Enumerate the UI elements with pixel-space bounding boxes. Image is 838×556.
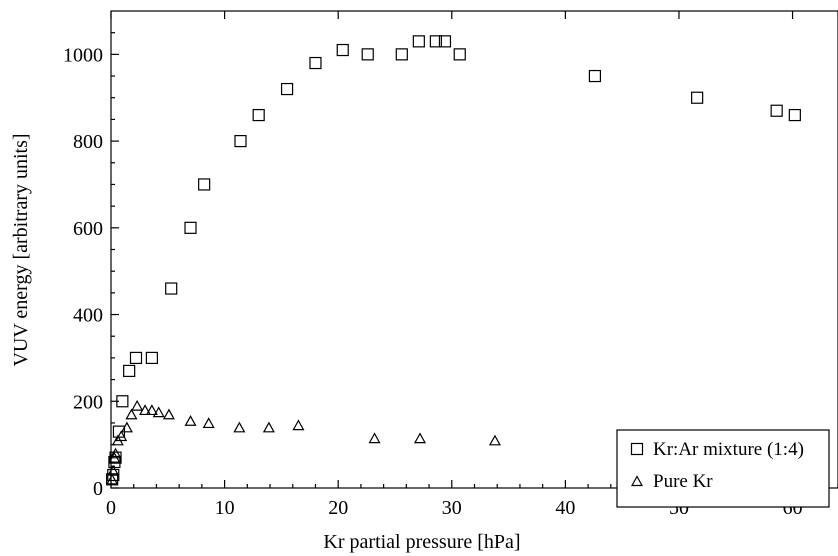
data-point-square (165, 282, 178, 295)
y-tick-label: 600 (73, 218, 103, 240)
data-point-square (438, 35, 452, 48)
data-point-triangle (262, 421, 275, 433)
x-axis-label: Kr partial pressure [hPa] (323, 531, 520, 553)
data-point-triangle (115, 430, 128, 442)
data-point-square (116, 395, 129, 408)
data-point-square (123, 364, 136, 378)
x-tick-label: 40 (555, 497, 575, 519)
data-point-triangle (125, 408, 138, 420)
legend-label: Pure Kr (653, 471, 713, 492)
data-point-square (588, 69, 602, 83)
legend-triangle-icon (630, 475, 644, 487)
data-point-square (412, 35, 425, 48)
legend-label: Kr:Ar mixture (1:4) (653, 439, 804, 460)
data-point-triangle (162, 408, 175, 420)
data-point-square (145, 351, 158, 365)
data-point-triangle (152, 406, 165, 418)
data-point-triangle (292, 419, 305, 431)
data-point-triangle (488, 434, 501, 446)
y-tick-label: 800 (73, 131, 103, 153)
y-tick-label: 200 (73, 391, 103, 413)
x-tick-label: 10 (215, 497, 235, 519)
data-point-triangle (184, 415, 197, 426)
data-point-triangle (202, 417, 215, 429)
y-axis-label: VUV energy [arbitrary units] (10, 133, 32, 366)
data-point-triangle (413, 432, 426, 444)
legend-square-icon (630, 442, 644, 456)
x-tick-label: 0 (106, 497, 116, 519)
data-point-square (336, 43, 349, 57)
data-point-square (198, 178, 211, 191)
data-point-square (252, 108, 265, 122)
legend-box (616, 429, 830, 508)
data-point-square (234, 134, 247, 148)
data-point-triangle (145, 404, 158, 416)
data-point-square (184, 221, 197, 234)
data-point-square (309, 56, 322, 70)
data-point-square (280, 82, 294, 96)
data-point-triangle (109, 447, 122, 459)
y-axis: 0 200 400 600 800 1000 (63, 32, 119, 500)
plot-frame (110, 10, 838, 489)
data-point-square (788, 108, 801, 122)
data-point-square (395, 48, 408, 61)
x-tick-label: 30 (442, 497, 462, 519)
data-point-square (129, 351, 143, 365)
data-point-triangle (233, 421, 246, 433)
y-tick-label: 400 (73, 305, 103, 327)
data-point-square (429, 35, 442, 48)
data-point-triangle (106, 473, 119, 485)
x-tick-label: 20 (328, 497, 348, 519)
data-point-square (691, 91, 704, 104)
data-point-square (361, 48, 374, 61)
data-point-square (770, 104, 783, 117)
data-point-triangle (107, 464, 120, 476)
data-points (106, 35, 801, 486)
data-point-triangle (139, 404, 152, 416)
x-axis: 0 10 20 30 40 50 60 (106, 11, 838, 519)
y-tick-label: 0 (93, 478, 103, 500)
data-point-triangle (368, 432, 381, 444)
data-point-triangle (131, 399, 144, 411)
data-point-square (453, 48, 466, 61)
legend: Kr:Ar mixture (1:4) Pure Kr (616, 429, 830, 508)
data-point-triangle (120, 421, 133, 433)
y-tick-label: 1000 (63, 44, 103, 66)
